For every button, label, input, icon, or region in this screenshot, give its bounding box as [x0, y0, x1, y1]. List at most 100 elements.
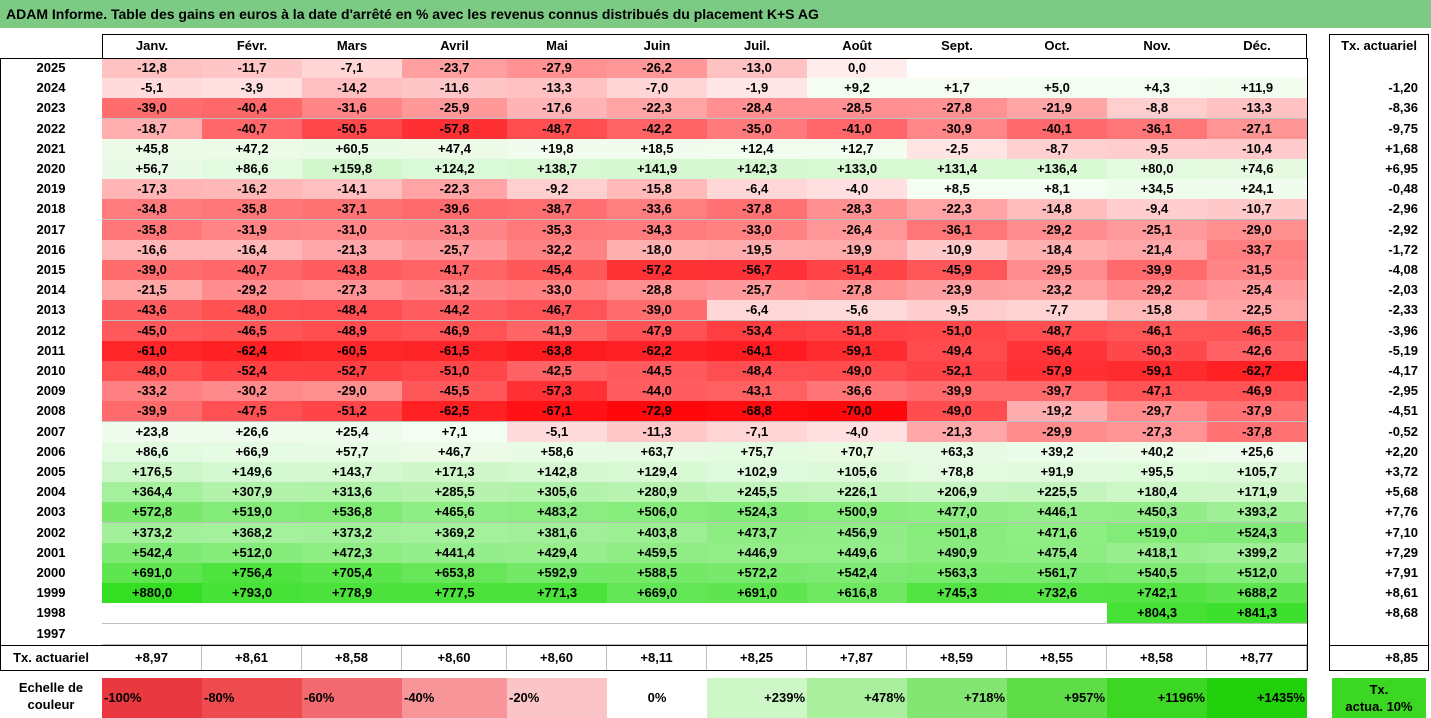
- tx-legend-line1: Tx.: [1369, 682, 1389, 697]
- gain-cell: -17,6: [507, 98, 608, 120]
- gain-cell: +524,3: [1207, 522, 1308, 544]
- gain-cell: -43,1: [707, 381, 808, 403]
- year-label: 2010: [36, 363, 66, 378]
- gain-cell: +80,0: [1107, 159, 1208, 180]
- tx-actuariel-cell: +8,68: [1385, 605, 1418, 621]
- gain-cell: -47,5: [202, 401, 303, 423]
- gain-cell: -51,2: [302, 401, 403, 423]
- gain-cell: [707, 603, 808, 625]
- page-title: ADAM Informe. Table des gains en euros à…: [0, 0, 1431, 28]
- gain-cell: -50,5: [302, 118, 403, 140]
- tx-actuariel-cell: -2,03: [1388, 282, 1418, 298]
- gain-cell: -11,6: [402, 78, 508, 100]
- gain-cell: [907, 58, 1008, 79]
- gain-cell: -36,1: [907, 219, 1008, 241]
- gain-cell: +25,4: [302, 421, 403, 443]
- tx-actuariel-header: Tx. actuariel: [1341, 38, 1417, 53]
- gain-cell: +475,4: [1007, 542, 1108, 564]
- gain-cell: +171,9: [1207, 482, 1308, 504]
- gain-cell: -44,5: [607, 361, 708, 382]
- year-label: 2016: [36, 241, 66, 257]
- gain-cell: -29,5: [1007, 260, 1108, 281]
- gain-cell: +742,1: [1107, 583, 1208, 605]
- gain-cell: -59,1: [807, 340, 908, 362]
- gain-cell: -13,3: [507, 78, 608, 100]
- gain-cell: -53,4: [707, 320, 808, 342]
- tx-actuariel-cell: -5,19: [1388, 342, 1418, 358]
- gain-cell: +4,3: [1107, 78, 1208, 100]
- gain-cell: +563,3: [907, 563, 1008, 584]
- gain-cell: -34,3: [607, 219, 708, 241]
- gain-cell: -48,9: [302, 320, 403, 342]
- gain-cell: -5,1: [102, 78, 203, 100]
- footer-tx-cell: +7,87: [807, 646, 907, 670]
- gain-cell: +540,5: [1107, 563, 1208, 584]
- gain-cell: -10,7: [1207, 199, 1308, 221]
- gain-cell: -40,7: [202, 118, 303, 140]
- tx-actuariel-cell: -1,20: [1388, 80, 1418, 96]
- tx-actuariel-cell: +2,20: [1385, 443, 1418, 459]
- gain-cell: +561,7: [1007, 563, 1108, 584]
- gain-cell: -42,6: [1207, 340, 1308, 362]
- gain-cell: -10,4: [1207, 138, 1308, 160]
- gain-cell: +653,8: [402, 563, 508, 584]
- year-label: 2003: [36, 504, 66, 520]
- gain-cell: +225,5: [1007, 482, 1108, 504]
- tx-actuariel-cell: -4,08: [1388, 262, 1418, 277]
- gain-cell: -59,1: [1107, 361, 1208, 382]
- tx-actuariel-cell: -8,36: [1388, 100, 1418, 116]
- gain-cell: -31,6: [302, 98, 403, 120]
- gain-cell: -67,1: [507, 401, 608, 423]
- gain-cell: -48,0: [202, 300, 303, 322]
- tx-actuariel-cell: +1,68: [1385, 140, 1418, 156]
- gain-cell: -9,4: [1107, 199, 1208, 221]
- year-label: 2009: [36, 383, 66, 399]
- gain-cell: -7,7: [1007, 300, 1108, 322]
- gain-cell: +105,6: [807, 462, 908, 483]
- gain-cell: -48,0: [102, 361, 203, 382]
- gain-cell: [507, 603, 608, 625]
- gain-cell: +572,8: [102, 502, 203, 524]
- color-scale-swatch: -40%: [402, 678, 507, 718]
- gain-cell: +138,7: [507, 159, 608, 180]
- gain-cell: -48,4: [707, 361, 808, 382]
- month-header: Déc.: [1243, 38, 1271, 53]
- gain-cell: [1207, 623, 1308, 645]
- footer-tx-cell: +8,60: [507, 646, 607, 670]
- tx-actua-legend: Tx. actua. 10%: [1332, 678, 1426, 718]
- gain-cell: +732,6: [1007, 583, 1108, 605]
- gain-cell: +285,5: [402, 482, 508, 504]
- gain-cell: -13,3: [1207, 98, 1308, 120]
- year-label: 2020: [36, 161, 66, 176]
- gain-cell: +8,5: [907, 179, 1008, 201]
- gain-cell: +57,7: [302, 441, 403, 463]
- color-scale-swatch: -80%: [202, 678, 302, 718]
- gain-cell: +512,0: [1207, 563, 1308, 584]
- gain-cell: -41,0: [807, 118, 908, 140]
- gain-cell: +446,9: [707, 542, 808, 564]
- tx-actuariel-cell: +3,72: [1385, 464, 1418, 479]
- gain-cell: +280,9: [607, 482, 708, 504]
- gain-cell: +305,6: [507, 482, 608, 504]
- gain-cell: -16,4: [202, 239, 303, 261]
- gain-cell: -29,9: [1007, 421, 1108, 443]
- gain-cell: -34,8: [102, 199, 203, 221]
- gain-cell: -29,2: [1107, 280, 1208, 302]
- gain-cell: -42,5: [507, 361, 608, 382]
- gain-cell: -48,7: [1007, 320, 1108, 342]
- gain-cell: -38,7: [507, 199, 608, 221]
- year-label: 2011: [36, 342, 66, 358]
- gain-cell: +519,0: [1107, 522, 1208, 544]
- gain-cell: -62,2: [607, 340, 708, 362]
- gain-cell: [1207, 58, 1308, 79]
- gain-cell: -36,6: [807, 381, 908, 403]
- gain-cell: -28,8: [607, 280, 708, 302]
- year-label: 2018: [36, 201, 66, 217]
- gain-cell: -26,4: [807, 219, 908, 241]
- color-scale-swatch: +239%: [707, 678, 807, 718]
- gain-cell: -29,7: [1107, 401, 1208, 423]
- gain-cell: +393,2: [1207, 502, 1308, 524]
- year-label: 2017: [36, 221, 66, 237]
- gain-cell: +688,2: [1207, 583, 1308, 605]
- gain-cell: +473,7: [707, 522, 808, 544]
